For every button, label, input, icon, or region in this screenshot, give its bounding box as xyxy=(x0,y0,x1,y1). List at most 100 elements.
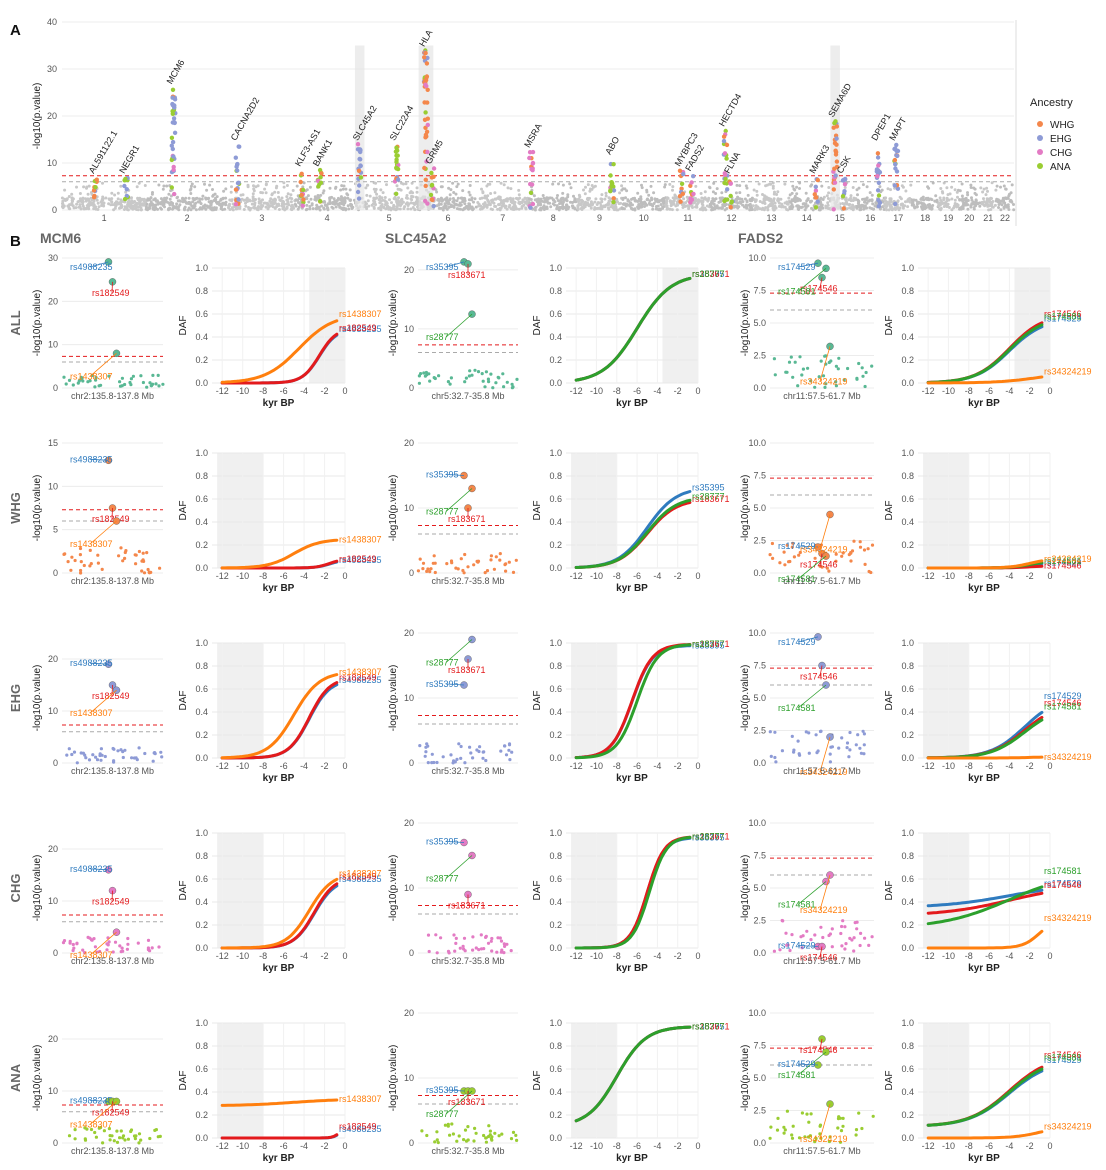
regional-snp-point xyxy=(852,539,856,543)
background-snp-point xyxy=(620,188,624,192)
background-snp-point xyxy=(253,201,257,205)
regional-snp-point xyxy=(93,1130,97,1135)
background-snp-point xyxy=(220,205,224,209)
regional-snp-point xyxy=(136,941,140,945)
background-snp-point xyxy=(921,203,925,207)
regional-snp-point xyxy=(425,1133,429,1138)
regional-snp-point xyxy=(858,943,862,948)
background-snp-point xyxy=(533,206,537,210)
background-snp-point xyxy=(612,205,616,209)
background-snp-point xyxy=(383,196,387,199)
background-snp-point xyxy=(405,194,409,197)
background-snp-point xyxy=(612,208,616,212)
y-axis-label: -log10(p.value) xyxy=(32,855,43,922)
background-snp-point xyxy=(517,207,521,211)
background-snp-point xyxy=(985,186,989,190)
significant-snp-point xyxy=(422,55,427,60)
background-snp-point xyxy=(669,204,673,208)
x-tick-label: -10 xyxy=(590,1141,603,1151)
y-tick-label: 10 xyxy=(48,896,58,906)
column-title: MCM6 xyxy=(40,230,81,246)
daf-x-axis-label: kyr BP xyxy=(263,1153,295,1164)
regional-snp-point xyxy=(504,753,509,757)
background-snp-point xyxy=(191,206,195,210)
y-tick-label: 0.2 xyxy=(549,920,562,930)
background-snp-point xyxy=(497,203,500,207)
background-snp-point xyxy=(160,207,163,211)
significant-snp-point xyxy=(725,197,730,202)
y-tick-label: 5 xyxy=(53,525,58,535)
background-snp-point xyxy=(564,208,568,212)
background-snp-point xyxy=(950,197,954,201)
background-snp-point xyxy=(987,204,991,208)
background-snp-point xyxy=(284,207,288,211)
background-snp-point xyxy=(384,203,387,207)
y-tick-label: 1.0 xyxy=(901,448,914,458)
y-tick-label: 0.4 xyxy=(195,707,208,717)
regional-snp-point xyxy=(499,939,504,943)
significant-snp-point xyxy=(611,162,616,167)
background-snp-point xyxy=(699,199,703,203)
regional-snp-point xyxy=(806,366,810,370)
background-snp-point xyxy=(919,197,923,201)
background-snp-point xyxy=(123,205,127,209)
background-snp-point xyxy=(810,199,814,203)
background-snp-point xyxy=(338,201,342,205)
y-tick-label: 0.4 xyxy=(901,1087,914,1097)
background-snp-point xyxy=(577,202,581,206)
significant-snp-point xyxy=(431,203,436,209)
significant-snp-point xyxy=(833,149,839,155)
regional-snp-point xyxy=(769,754,773,759)
regional-snp-point xyxy=(433,1140,437,1144)
background-snp-point xyxy=(708,186,712,190)
regional-snp-point xyxy=(448,382,452,386)
regional-snp-point xyxy=(443,1123,447,1127)
regional-snp-point xyxy=(784,370,788,374)
chromosome-label: 13 xyxy=(767,213,777,223)
x-tick-label: 0 xyxy=(1047,386,1052,396)
background-snp-point xyxy=(286,200,290,204)
significant-snp-point xyxy=(171,167,176,172)
regional-snp-point xyxy=(79,751,83,755)
chromosome-label: 18 xyxy=(920,213,930,223)
background-snp-point xyxy=(410,198,414,202)
regional-snp-point xyxy=(149,570,153,575)
significant-snp-point xyxy=(94,177,100,182)
y-tick-label: 0.6 xyxy=(549,494,562,504)
daf-snp-label: rs34324219 xyxy=(1044,1122,1092,1132)
regional-snp-point xyxy=(828,760,833,764)
y-axis-label: -log10(p.value) xyxy=(388,665,399,732)
daf-y-axis-label: DAF xyxy=(178,691,189,711)
x-tick-label: -4 xyxy=(300,951,308,961)
y-tick-label: 20 xyxy=(404,1008,414,1018)
background-snp-point xyxy=(222,202,226,206)
background-snp-point xyxy=(736,195,740,199)
daf-x-axis-label: kyr BP xyxy=(263,963,295,974)
background-snp-point xyxy=(1001,196,1005,200)
background-snp-point xyxy=(351,205,355,209)
background-snp-point xyxy=(344,187,348,191)
background-snp-point xyxy=(773,201,777,205)
background-snp-point xyxy=(61,199,65,203)
background-snp-point xyxy=(230,206,234,210)
regional-snp-point xyxy=(790,933,794,937)
regional-snp-point xyxy=(451,1132,455,1136)
significant-snp-point xyxy=(528,205,533,210)
background-snp-point xyxy=(404,196,408,200)
background-snp-point xyxy=(78,205,82,209)
background-snp-point xyxy=(545,200,549,204)
regional-snp-point xyxy=(88,548,92,553)
background-snp-point xyxy=(89,191,93,194)
background-snp-point xyxy=(671,196,675,200)
background-snp-point xyxy=(126,208,130,212)
background-snp-point xyxy=(590,187,594,191)
background-snp-point xyxy=(209,203,213,207)
regional-snp-point xyxy=(488,1129,492,1133)
background-snp-point xyxy=(287,203,291,207)
regional-snp-point xyxy=(118,380,122,384)
background-snp-point xyxy=(665,201,668,205)
background-snp-point xyxy=(468,193,472,197)
background-snp-point xyxy=(800,205,804,209)
background-snp-point xyxy=(440,199,444,203)
background-snp-point xyxy=(320,204,324,208)
